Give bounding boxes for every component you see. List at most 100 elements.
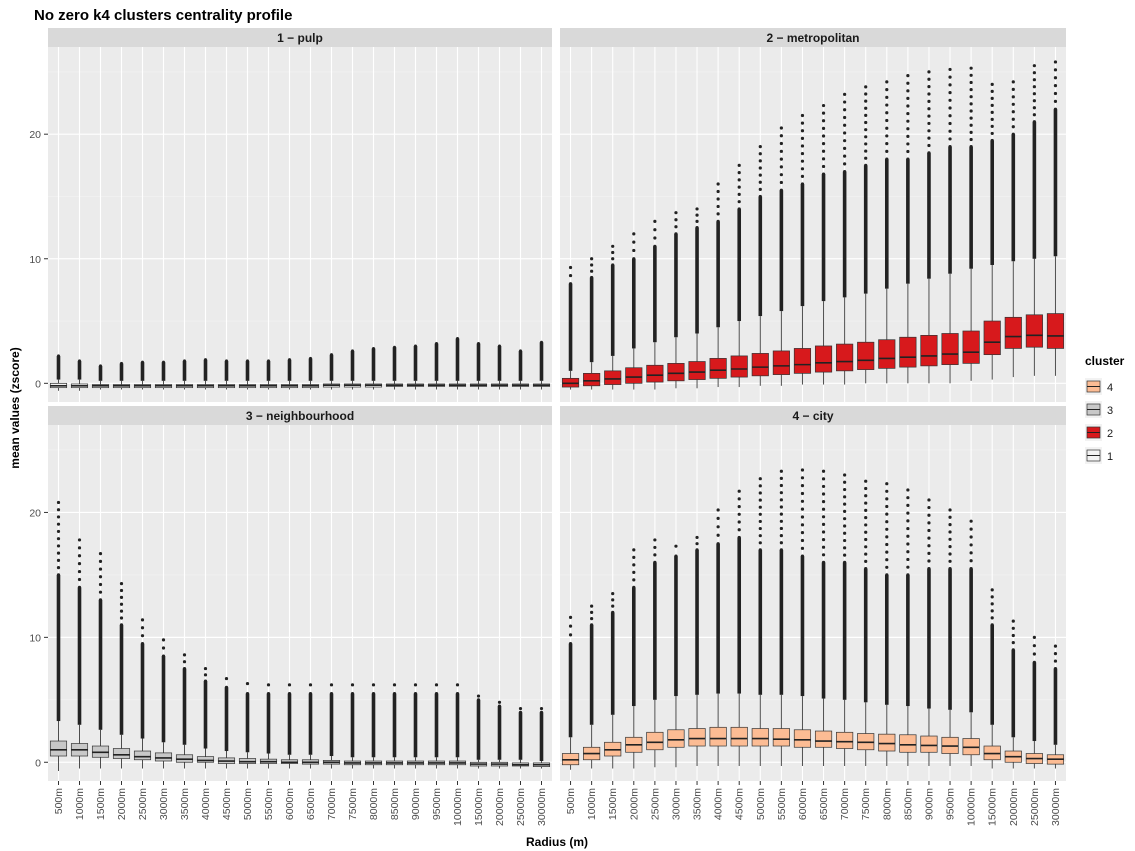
outlier-point <box>434 691 439 696</box>
outlier-point <box>864 494 868 498</box>
outlier-dense <box>821 562 826 699</box>
outlier-point <box>1011 132 1015 136</box>
outlier-point <box>161 638 166 642</box>
outlier-point <box>779 534 783 538</box>
boxplot-2500m <box>133 618 152 769</box>
x-tick-label: 3000m <box>158 788 170 820</box>
outlier-point <box>864 142 868 146</box>
outlier-point <box>56 551 61 555</box>
boxplot-30000m <box>532 706 551 769</box>
boxplot-5000m <box>238 359 257 390</box>
outlier-point <box>821 500 826 504</box>
outlier-point <box>56 515 61 519</box>
x-tick-label: 10000m <box>452 788 464 826</box>
outlier-point <box>948 98 952 102</box>
outlier-point <box>927 70 931 74</box>
outlier-point <box>800 523 805 527</box>
outlier-point <box>695 226 699 230</box>
outlier-point <box>674 554 678 558</box>
outlier-point <box>590 275 594 280</box>
boxplot-1000m <box>583 604 601 769</box>
outlier-point <box>906 96 910 101</box>
x-tick-label: 3000m <box>670 788 682 820</box>
outlier-point <box>56 566 61 570</box>
outlier-point <box>267 359 270 363</box>
outlier-dense <box>653 562 657 700</box>
boxplot-30000m <box>1046 60 1065 376</box>
x-tick-label: 3500m <box>179 788 191 820</box>
outlier-point <box>948 515 952 519</box>
boxplot-4000m <box>709 508 727 767</box>
legend-item-3: 3 <box>1085 401 1113 418</box>
outlier-point <box>969 527 973 531</box>
outlier-point <box>906 565 910 569</box>
outlier-point <box>758 173 762 177</box>
outlier-point <box>990 117 994 122</box>
box <box>814 345 833 373</box>
outlier-point <box>864 106 868 110</box>
x-tick-label: 8000m <box>368 788 380 820</box>
boxplot-8000m <box>364 683 383 769</box>
y-tick-label: 20 <box>29 507 41 519</box>
outlier-point <box>392 683 397 687</box>
outlier-point <box>1011 117 1015 121</box>
x-tick-label: 3500m <box>692 788 704 820</box>
outlier-point <box>393 345 396 349</box>
boxplot-25000m <box>1025 64 1043 376</box>
outlier-dense <box>716 543 720 694</box>
outlier-point <box>77 538 82 542</box>
outlier-dense <box>392 347 397 381</box>
outlier-point <box>224 685 229 689</box>
outlier-point <box>77 562 82 566</box>
outlier-point <box>885 126 889 130</box>
outlier-point <box>1032 71 1036 75</box>
x-tick-label: 25000m <box>1029 788 1041 826</box>
x-tick-label: 9000m <box>410 788 422 820</box>
box <box>1025 314 1043 348</box>
outlier-point <box>864 545 868 549</box>
outlier-point <box>78 359 81 363</box>
x-tick-label: 1500m <box>95 788 107 820</box>
outlier-point <box>906 89 910 93</box>
outlier-point <box>948 129 952 133</box>
outlier-point <box>948 508 952 512</box>
box <box>857 341 875 370</box>
boxplot-10000m <box>448 336 467 390</box>
outlier-point <box>758 194 762 199</box>
outlier-point <box>969 543 973 547</box>
box <box>667 729 685 748</box>
outlier-dense <box>266 360 271 381</box>
outlier-point <box>927 136 931 140</box>
boxplot-2500m <box>133 360 152 390</box>
outlier-point <box>990 623 994 627</box>
box <box>646 364 664 383</box>
outlier-point <box>77 569 82 574</box>
outlier-point <box>948 121 952 126</box>
x-tick-label: 6000m <box>284 788 296 820</box>
outlier-point <box>885 542 889 547</box>
outlier-point <box>245 681 250 686</box>
outlier-point <box>330 353 333 357</box>
boxplot-2000m <box>625 232 643 390</box>
boxplot-1000m <box>70 359 89 391</box>
outlier-dense <box>863 568 868 703</box>
boxplot-15000m <box>469 694 488 769</box>
outlier-dense <box>674 233 678 338</box>
outlier-point <box>843 131 847 135</box>
boxplot-7000m <box>322 353 341 390</box>
boxplot-500m <box>561 615 580 770</box>
outlier-point <box>716 525 720 529</box>
outlier-point <box>885 489 889 493</box>
outlier-point <box>1032 652 1036 656</box>
outlier-point <box>1053 60 1058 64</box>
x-tick-label: 7500m <box>860 788 872 820</box>
outlier-point <box>653 545 657 550</box>
box <box>941 333 959 365</box>
outlier-point <box>119 588 124 593</box>
boxplot-5000m <box>751 145 769 386</box>
outlier-point <box>969 123 973 127</box>
boxplot-7000m <box>322 683 341 769</box>
outlier-dense <box>497 345 502 381</box>
outlier-point <box>864 120 868 125</box>
